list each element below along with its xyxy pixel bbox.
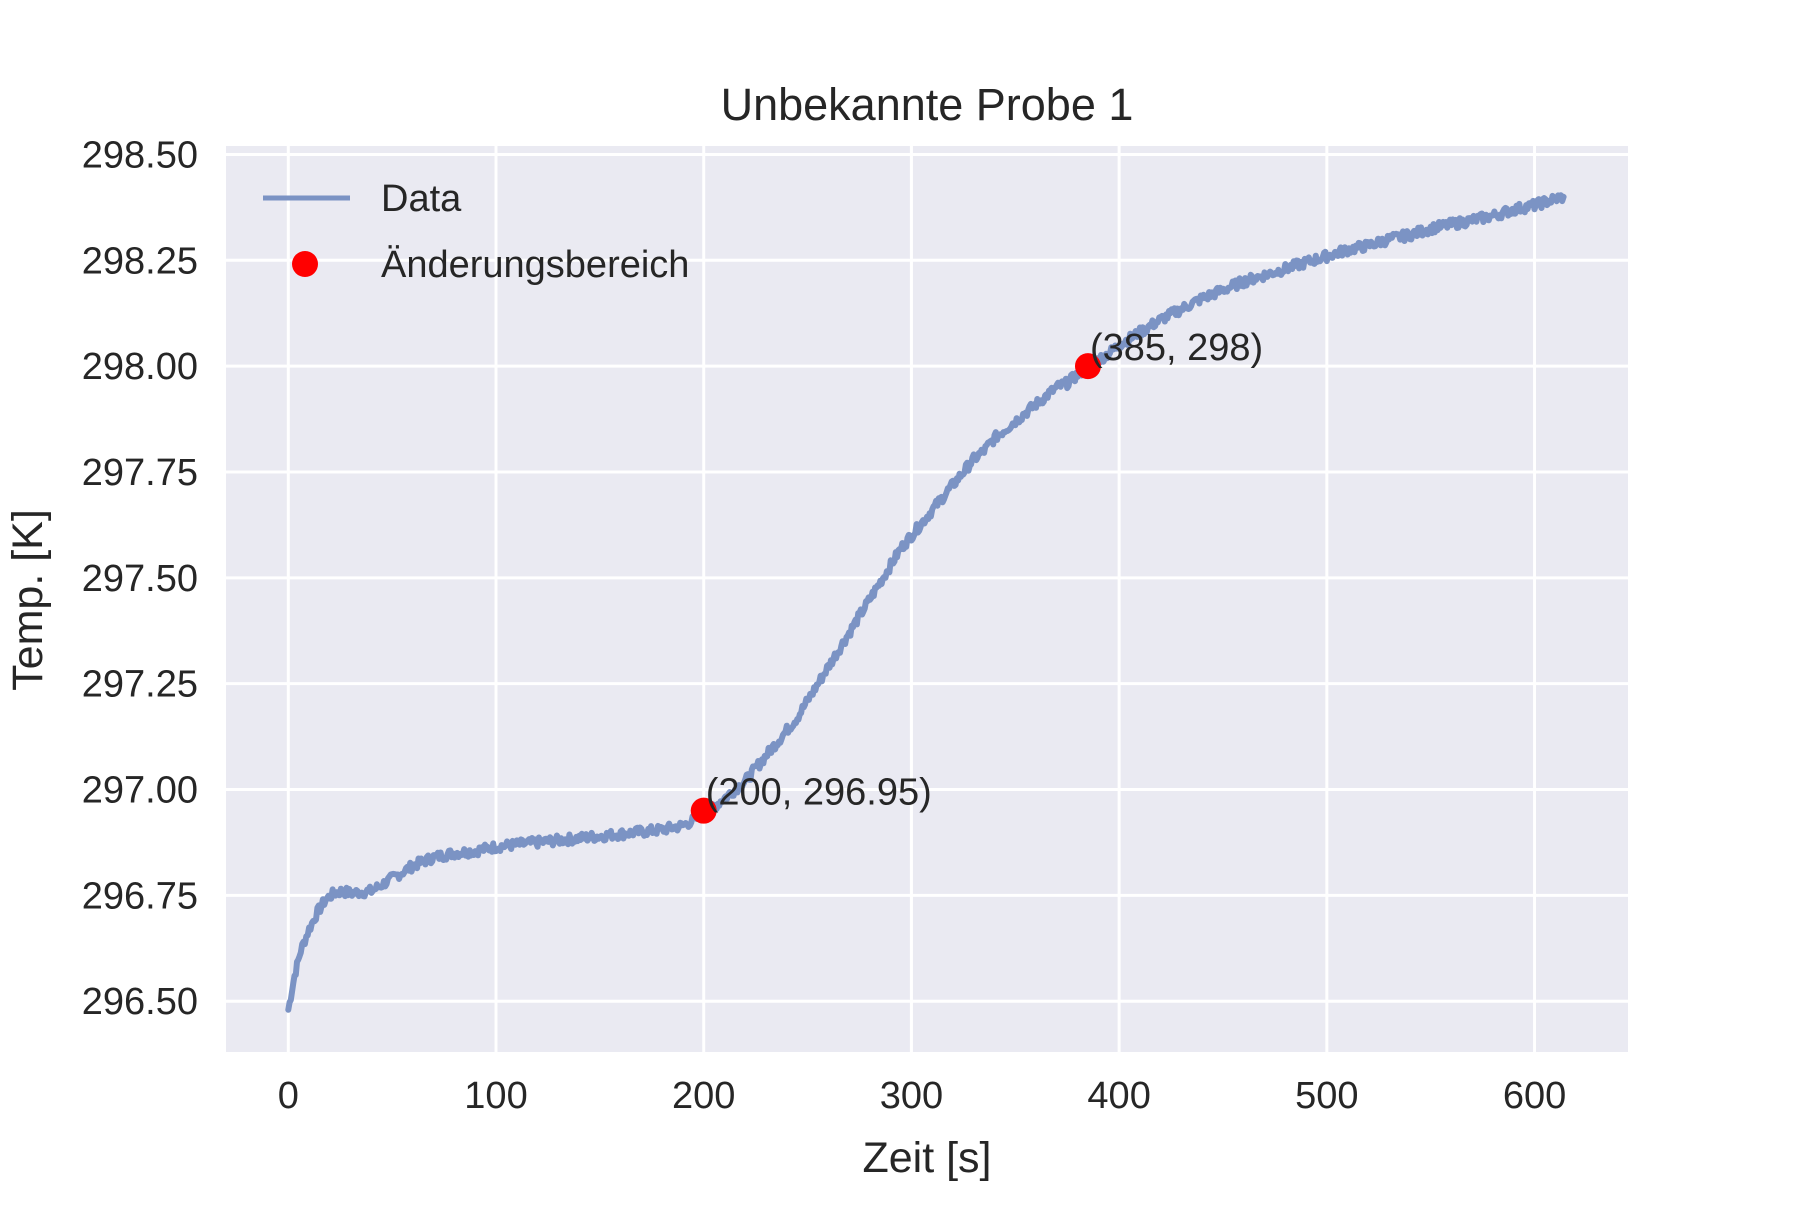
data-series-line [285, 192, 1567, 1013]
x-tick-label: 500 [1295, 1075, 1358, 1117]
y-tick-label: 298.25 [82, 240, 198, 282]
y-axis-label: Temp. [K] [4, 509, 52, 691]
x-tick-label: 600 [1503, 1075, 1566, 1117]
annotations: (200, 296.95) (385, 298) [706, 327, 1263, 814]
y-tick-label: 297.75 [82, 452, 198, 494]
y-tick-label: 297.50 [82, 558, 198, 600]
x-tick-label: 0 [278, 1075, 299, 1117]
x-tick-label: 300 [880, 1075, 943, 1117]
legend-marker-swatch [292, 251, 318, 277]
y-tick-label: 297.00 [82, 770, 198, 812]
x-axis-label: Zeit [s] [862, 1134, 991, 1182]
y-tick-label: 298.00 [82, 346, 198, 388]
legend: Data Änderungsbereich [263, 178, 689, 286]
y-tick-label: 297.25 [82, 664, 198, 706]
x-tick-label: 100 [464, 1075, 527, 1117]
legend-label-change-range: Änderungsbereich [381, 244, 689, 286]
y-tick-label: 298.50 [82, 134, 198, 176]
y-tick-label: 296.75 [82, 875, 198, 917]
grid-lines [226, 146, 1628, 1052]
y-tick-label: 296.50 [82, 981, 198, 1023]
point-annotation: (385, 298) [1090, 327, 1263, 369]
change-range-point [1074, 353, 1101, 380]
x-tick-label: 400 [1087, 1075, 1150, 1117]
point-annotation: (200, 296.95) [706, 772, 932, 814]
chart-title: Unbekannte Probe 1 [721, 79, 1134, 130]
plot-background [226, 146, 1628, 1052]
legend-label-data: Data [381, 178, 462, 220]
series-layer [285, 192, 1567, 1013]
change-range-point [690, 797, 717, 824]
x-tick-label: 200 [672, 1075, 735, 1117]
tick-labels: 0 100 200 300 400 500 600 296.50 296.75 297.00 297… [82, 134, 1566, 1117]
